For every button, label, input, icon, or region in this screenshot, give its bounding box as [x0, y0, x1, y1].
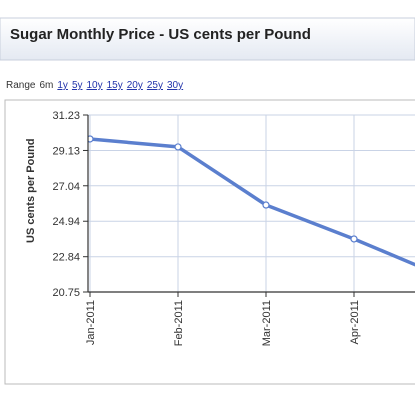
data-point: [262, 201, 270, 209]
data-point: [174, 143, 182, 151]
x-tick-label: Mar-2011: [261, 300, 273, 346]
y-tick-label: 31.23: [52, 110, 80, 122]
range-selector: Range 6m 1y 5y 10y 15y 20y 25y 30y: [6, 80, 183, 91]
y-tick-label: 29.13: [52, 145, 80, 157]
y-tick-label: 22.84: [52, 252, 80, 264]
y-tick-label: 20.75: [52, 287, 80, 299]
range-link[interactable]: 10y: [87, 80, 103, 91]
range-link[interactable]: 20y: [127, 80, 143, 91]
range-link[interactable]: 1y: [57, 80, 68, 91]
range-link[interactable]: 15y: [107, 80, 123, 91]
range-link[interactable]: 25y: [147, 80, 163, 91]
header-bar: [0, 17, 415, 61]
y-tick-label: 24.94: [52, 216, 80, 228]
x-tick-label: Feb-2011: [173, 300, 185, 346]
range-current: 6m: [39, 80, 53, 91]
range-label: Range: [6, 80, 36, 91]
y-axis-label: US cents per Pound: [25, 138, 37, 243]
range-link[interactable]: 30y: [167, 80, 183, 91]
data-point: [88, 135, 94, 143]
data-point: [350, 235, 358, 243]
range-link[interactable]: 5y: [72, 80, 83, 91]
y-tick-label: 27.04: [52, 181, 80, 193]
chart-title: Sugar Monthly Price - US cents per Pound: [10, 26, 311, 43]
x-tick-label: Apr-2011: [349, 300, 361, 344]
x-tick-label: Jan-2011: [85, 300, 97, 345]
